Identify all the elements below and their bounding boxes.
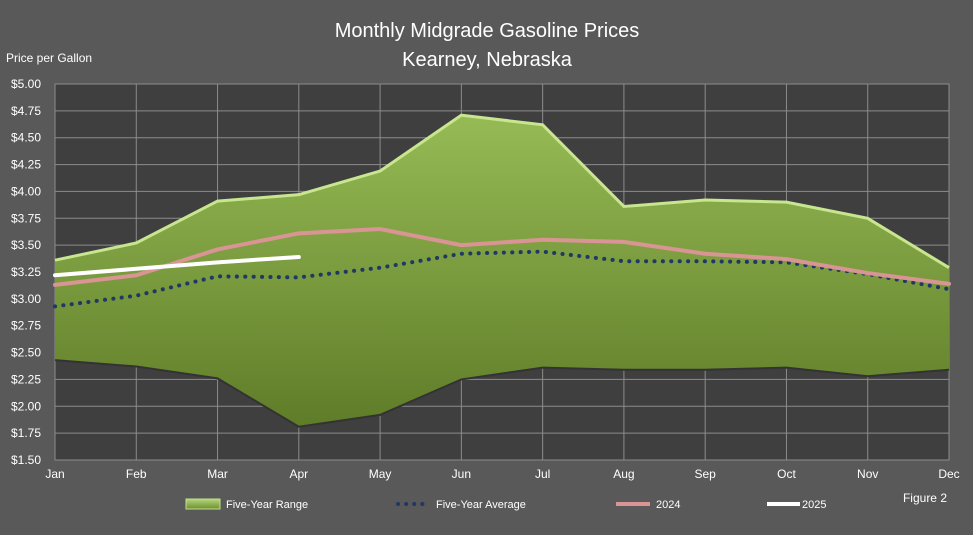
y-tick-label: $1.75 bbox=[11, 426, 41, 440]
y-tick-label: $4.75 bbox=[11, 104, 41, 118]
y-tick-label: $4.50 bbox=[11, 131, 41, 145]
legend-label-2025: 2025 bbox=[802, 499, 826, 511]
legend-item-2025: 2025 bbox=[767, 499, 826, 511]
range-low-edge bbox=[54, 359, 950, 428]
chart-title-line2: Kearney, Nebraska bbox=[402, 49, 573, 71]
figure-label: Figure 2 bbox=[903, 491, 947, 505]
y-tick-label: $4.00 bbox=[11, 184, 41, 198]
y-tick-label: $2.25 bbox=[11, 372, 41, 386]
x-tick-label: Feb bbox=[126, 467, 147, 481]
x-tick-label: Apr bbox=[289, 467, 308, 481]
y-tick-label: $2.75 bbox=[11, 319, 41, 333]
legend-label-2024: 2024 bbox=[656, 499, 680, 511]
y-tick-label: $2.00 bbox=[11, 399, 41, 413]
x-tick-label: Aug bbox=[613, 467, 634, 481]
y-tick-label: $3.00 bbox=[11, 292, 41, 306]
y-axis-ticks: $1.50 $1.75 $2.00 $2.25 $2.50 $2.75 $3.00 $3.25… bbox=[11, 77, 41, 467]
chart-title-line1: Monthly Midgrade Gasoline Prices bbox=[335, 20, 640, 42]
x-tick-label: Jul bbox=[535, 467, 550, 481]
y-tick-label: $1.50 bbox=[11, 453, 41, 467]
series-line-1 bbox=[53, 227, 951, 287]
legend-swatch-range bbox=[185, 498, 221, 510]
y-tick-label: $3.75 bbox=[11, 211, 41, 225]
x-tick-label: Jun bbox=[452, 467, 471, 481]
legend-label-range: Five-Year Range bbox=[226, 499, 308, 511]
series-line-0 bbox=[53, 249, 951, 309]
legend: Five-Year Range Five-Year Average 2024 2… bbox=[185, 498, 826, 511]
range-fill bbox=[55, 115, 949, 427]
x-tick-label: Nov bbox=[857, 467, 878, 481]
legend-item-five-year-range: Five-Year Range bbox=[185, 498, 308, 511]
x-tick-label: Dec bbox=[938, 467, 959, 481]
series-lines bbox=[53, 227, 951, 309]
x-tick-label: Oct bbox=[777, 467, 796, 481]
range-high-edge bbox=[54, 113, 950, 269]
legend-item-five-year-average: Five-Year Average bbox=[396, 499, 526, 511]
x-tick-label: Mar bbox=[207, 467, 228, 481]
y-tick-label: $4.25 bbox=[11, 158, 41, 172]
y-tick-label: $3.25 bbox=[11, 265, 41, 279]
y-tick-label: $2.50 bbox=[11, 346, 41, 360]
series-line-2 bbox=[53, 254, 301, 278]
y-tick-label: $5.00 bbox=[11, 77, 41, 91]
x-axis-ticks: Jan Feb Mar Apr May Jun Jul Aug Sep Oct Nov Dec bbox=[45, 467, 959, 481]
x-tick-label: May bbox=[369, 467, 392, 481]
y-axis-label: Price per Gallon bbox=[6, 51, 92, 65]
y-tick-label: $3.50 bbox=[11, 238, 41, 252]
five-year-range-area bbox=[54, 113, 950, 428]
x-tick-label: Sep bbox=[695, 467, 717, 481]
x-tick-label: Jan bbox=[45, 467, 64, 481]
legend-item-2024: 2024 bbox=[616, 499, 680, 511]
legend-label-average: Five-Year Average bbox=[436, 499, 526, 511]
